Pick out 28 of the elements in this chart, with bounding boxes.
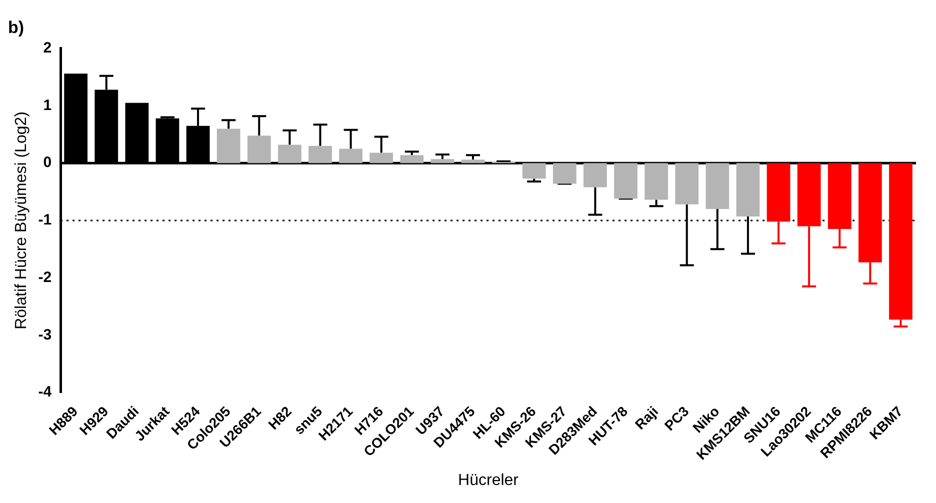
x-axis-title: Hücreler: [458, 472, 520, 489]
bar: [278, 144, 302, 164]
bar: [430, 159, 454, 164]
y-axis-title: Rölatif Hücre Büyümesi (Log2): [13, 112, 30, 330]
bar: [247, 136, 271, 164]
bar: [552, 163, 576, 184]
y-tick-label: -3: [38, 326, 52, 344]
x-tick-label: H82: [265, 402, 295, 432]
bar: [216, 128, 240, 164]
y-tick-label: -4: [38, 384, 52, 401]
y-tick-label: -2: [38, 268, 52, 286]
bar: [339, 148, 362, 164]
bar: [675, 163, 699, 204]
bar: [584, 163, 607, 188]
y-tick-label: 2: [43, 40, 52, 57]
bar: [400, 155, 424, 164]
bar: [308, 146, 332, 164]
y-tick-label: -1: [38, 212, 52, 229]
bar: [370, 152, 394, 164]
chart-title: b): [8, 18, 24, 37]
bar: [522, 163, 546, 179]
y-tick-label: 1: [43, 96, 52, 114]
bar: [706, 163, 730, 209]
bar: [614, 163, 638, 199]
bar: [736, 163, 760, 216]
bar: [644, 163, 668, 200]
bar: [461, 160, 485, 164]
y-tick-label: 0: [43, 154, 52, 172]
